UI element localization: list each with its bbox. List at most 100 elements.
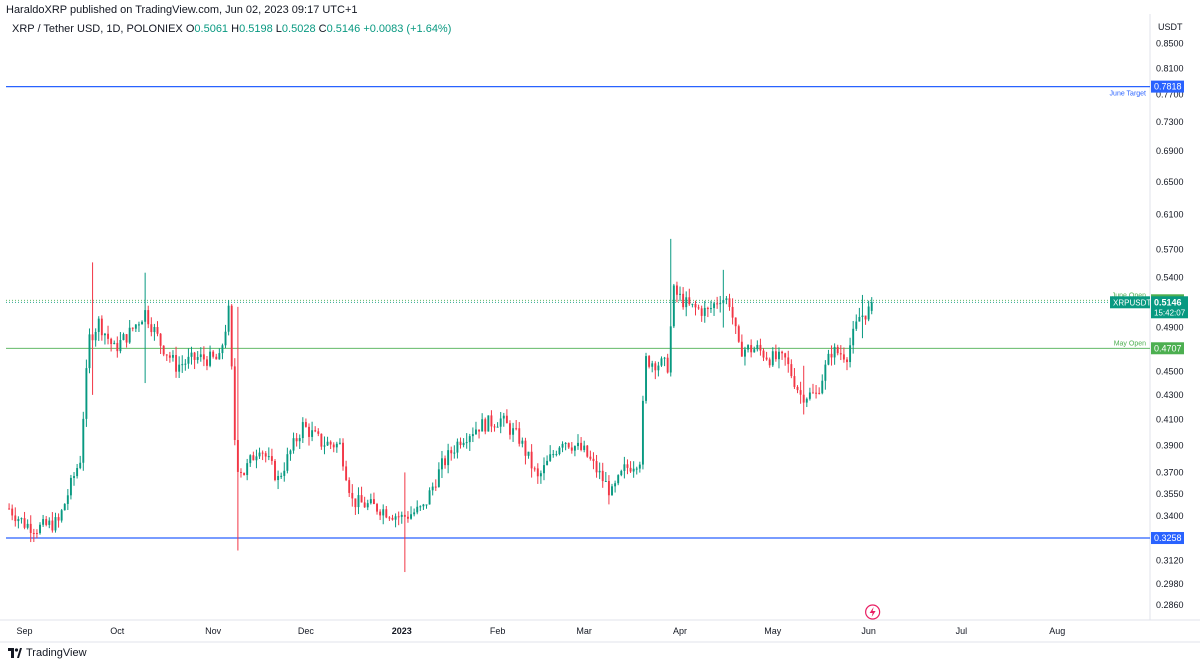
candle [456, 438, 459, 459]
candle [471, 427, 474, 443]
candle-body [249, 455, 252, 464]
candle-body [833, 346, 836, 358]
candle [790, 359, 793, 379]
candle [345, 460, 348, 482]
candle-body [611, 486, 613, 496]
candle [713, 301, 716, 316]
y-tick-label: 0.6100 [1156, 210, 1184, 220]
candle [663, 356, 666, 367]
candle-body [515, 428, 518, 430]
candle-body [870, 302, 873, 311]
candle [706, 306, 709, 318]
candle [323, 436, 326, 455]
candle-body [570, 447, 573, 451]
candle-body [558, 447, 561, 455]
candle-body [283, 470, 286, 476]
candle-body [397, 516, 400, 518]
candle-body [731, 306, 734, 318]
candle [555, 450, 558, 457]
bar-countdown-text: 15:42:07 [1154, 308, 1186, 317]
candle [413, 508, 416, 517]
time-axis[interactable]: Sep Oct Nov Dec 2023 Feb Mar Apr May Jun Jul Aug [17, 626, 1066, 636]
candle [85, 359, 88, 427]
candle-body [657, 365, 660, 371]
candle-body [323, 445, 326, 447]
candle-body [292, 438, 295, 451]
candle-body [264, 453, 267, 457]
candle [527, 451, 530, 459]
candle-body [567, 443, 570, 448]
candle [858, 307, 861, 322]
candle-body [243, 472, 246, 476]
horizontal-levels[interactable]: June Target June Open May Open [6, 86, 1150, 539]
candle-body [413, 512, 416, 515]
candle-body [632, 468, 635, 472]
candle-body [852, 328, 855, 346]
candle [134, 323, 137, 333]
candle-body [805, 398, 808, 403]
candle-body [172, 355, 174, 358]
candle [116, 336, 119, 358]
candle [784, 352, 787, 366]
candle-body [821, 380, 824, 394]
candle [632, 461, 635, 478]
candle [286, 447, 289, 474]
candle [453, 445, 456, 459]
candle-body [366, 503, 369, 508]
candle-body [808, 392, 811, 399]
candle [369, 493, 372, 505]
candle [221, 343, 224, 360]
candle [391, 514, 394, 521]
footer-brand[interactable]: TradingView [8, 647, 87, 659]
candle-body [280, 475, 283, 477]
candle [651, 360, 654, 373]
candle [648, 354, 651, 369]
candle-body [255, 456, 258, 461]
candle [731, 298, 734, 325]
candle-body [505, 415, 508, 424]
candle-body [181, 364, 184, 366]
candle [861, 294, 864, 339]
candle [601, 462, 604, 488]
candle [184, 359, 187, 371]
candle-body [465, 442, 468, 444]
footer-brand-label: TradingView [26, 647, 87, 659]
candle-body [218, 353, 221, 360]
candle [172, 350, 174, 362]
candle [122, 332, 125, 341]
candle [73, 472, 75, 486]
candle-body [685, 297, 688, 308]
candle [141, 320, 144, 325]
candle-body [827, 353, 830, 365]
candle-body [453, 452, 456, 454]
candle-body [8, 508, 11, 510]
legend-open-label: O [185, 23, 195, 35]
candle [311, 421, 314, 442]
candle [190, 346, 193, 365]
candle [688, 288, 691, 306]
candle [199, 347, 202, 362]
candle [113, 340, 116, 345]
legend-low-label: L [275, 23, 282, 35]
candle [836, 344, 839, 356]
candle [419, 505, 422, 511]
candle [79, 455, 82, 470]
candle-body [561, 443, 564, 448]
candle-body [456, 441, 459, 453]
candle-body [641, 400, 644, 465]
candle-body [82, 418, 85, 463]
candle-body [654, 363, 657, 371]
candle-body [376, 504, 378, 512]
candle [233, 358, 236, 446]
candle [496, 422, 499, 428]
price-axis[interactable]: USDT 0.8500 0.8100 0.7700 0.7300 0.6900 0.6500… [1156, 22, 1184, 610]
lightning-icon[interactable] [865, 604, 881, 620]
candle-body [864, 315, 867, 320]
legend-close-label: C [318, 23, 327, 35]
candle-body [224, 331, 227, 346]
candle [771, 347, 774, 367]
symbol-badge [1110, 296, 1150, 309]
candle [558, 446, 561, 456]
candle-body [422, 504, 425, 507]
